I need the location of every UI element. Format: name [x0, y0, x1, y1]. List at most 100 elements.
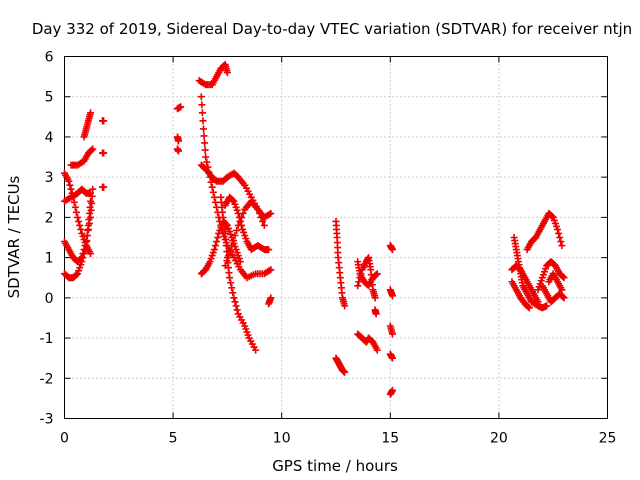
data-point [239, 209, 247, 217]
data-point [87, 197, 95, 205]
data-point [88, 146, 96, 154]
data-point [354, 282, 362, 290]
data-point [175, 147, 183, 155]
y-tick-label: -3 [40, 412, 54, 428]
data-point [231, 298, 239, 306]
data-point [255, 209, 263, 217]
data-point [254, 205, 262, 213]
data-point [557, 238, 565, 246]
data-point [208, 183, 216, 191]
data-point [200, 125, 208, 133]
data-point [223, 248, 231, 256]
y-axis: -3 -2 -1 0 1 2 3 4 5 6 [40, 50, 608, 428]
x-tick-label: 25 [599, 431, 617, 447]
data-point [100, 183, 108, 191]
y-tick-label: 6 [45, 50, 54, 66]
data-point [202, 153, 210, 161]
y-tick-label: -2 [40, 371, 54, 387]
data-point [267, 266, 275, 274]
data-point [229, 196, 237, 204]
data-point [341, 302, 349, 310]
data-point [226, 274, 234, 282]
data-point [534, 298, 542, 306]
data-point [234, 221, 242, 229]
x-tick-label: 15 [381, 431, 399, 447]
data-point [221, 262, 229, 270]
data-point [222, 236, 230, 244]
data-point [78, 258, 86, 266]
data-point [197, 93, 205, 101]
data-point [236, 258, 244, 266]
y-tick-label: 1 [45, 251, 54, 267]
data-point [388, 246, 396, 254]
y-tick-label: -1 [40, 331, 54, 347]
data-point [554, 225, 562, 233]
data-point [177, 103, 185, 111]
data-point [265, 246, 273, 254]
data-point [548, 212, 556, 220]
y-tick-label: 5 [45, 90, 54, 106]
data-point [210, 193, 218, 201]
data-point [100, 149, 108, 157]
data-point [231, 231, 239, 239]
data-point [560, 294, 568, 302]
data-point [228, 242, 236, 250]
data-point [372, 271, 380, 279]
data-point [203, 158, 211, 166]
data-point [267, 294, 275, 302]
data-point [211, 242, 219, 250]
data-point [70, 198, 78, 206]
data-points [61, 61, 568, 398]
x-axis-label: GPS time / hours [272, 457, 398, 475]
data-point [89, 145, 97, 153]
data-point [89, 185, 97, 193]
data-point [558, 242, 566, 250]
x-tick-label: 20 [490, 431, 508, 447]
data-point [341, 368, 349, 376]
data-point [198, 109, 206, 117]
data-point [198, 101, 206, 109]
x-tick-label: 5 [169, 431, 178, 447]
data-point [229, 289, 237, 297]
data-point [371, 294, 379, 302]
data-point [525, 304, 533, 312]
data-point [233, 226, 241, 234]
data-point [372, 310, 380, 318]
data-point [221, 229, 229, 237]
data-point [75, 217, 83, 225]
data-point [252, 346, 260, 354]
data-point [79, 254, 87, 262]
data-point [200, 132, 208, 140]
data-point [76, 221, 84, 229]
data-point [85, 209, 93, 217]
data-point [233, 306, 241, 314]
data-point [77, 225, 85, 233]
y-tick-label: 4 [45, 130, 54, 146]
data-point [260, 221, 268, 229]
data-point [175, 137, 183, 145]
data-point [238, 213, 246, 221]
data-point [228, 284, 236, 292]
data-point [556, 234, 564, 241]
data-point [86, 203, 94, 211]
data-point [388, 354, 396, 362]
x-tick-label: 0 [60, 431, 69, 447]
data-point [232, 302, 240, 310]
data-point [210, 246, 218, 254]
data-point [72, 208, 80, 216]
data-point [524, 303, 532, 311]
data-point [85, 215, 93, 223]
data-point [87, 189, 95, 197]
data-point [87, 109, 95, 117]
data-point [559, 273, 567, 281]
data-point [560, 274, 568, 282]
data-point [66, 181, 74, 189]
data-point [224, 252, 232, 260]
data-point [74, 213, 82, 221]
data-point [67, 185, 75, 193]
y-axis-label: SDTVAR / TECUs [5, 175, 23, 298]
data-point [87, 250, 95, 258]
data-point [211, 198, 219, 206]
y-tick-label: 0 [45, 291, 54, 307]
